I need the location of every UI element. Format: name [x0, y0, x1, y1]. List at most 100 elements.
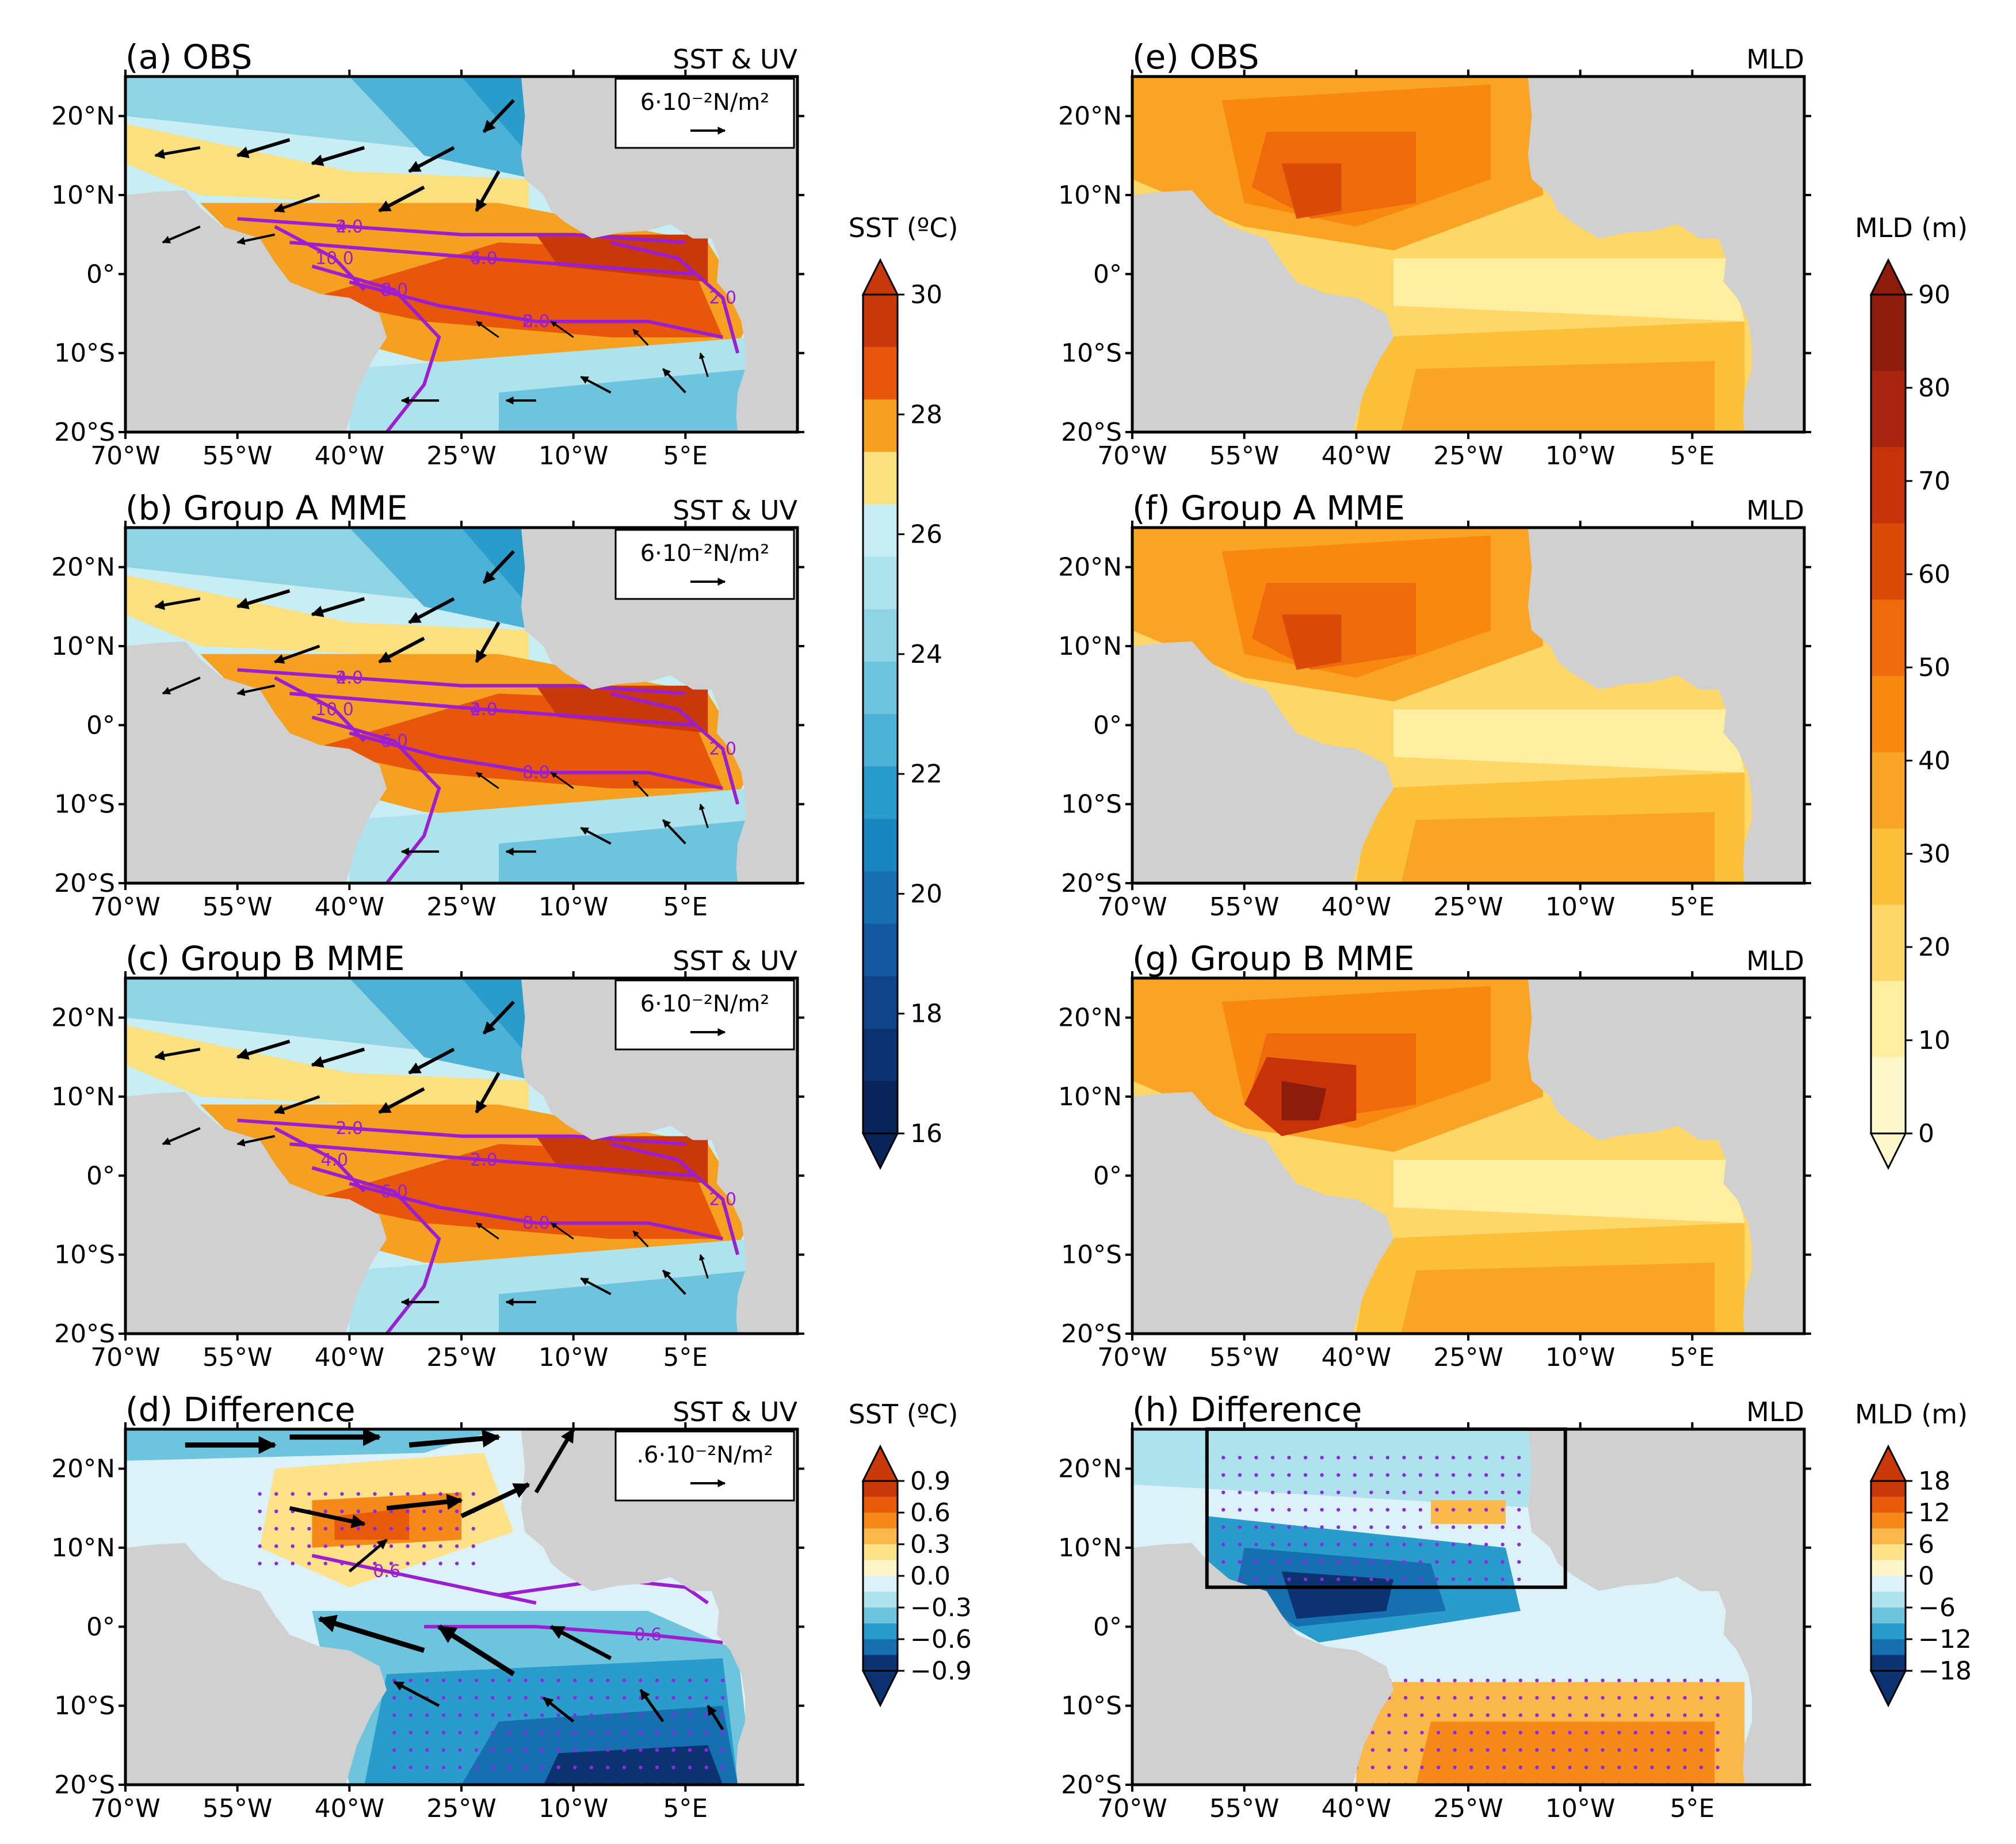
lon-tick-label: 10°W	[1545, 1794, 1616, 1823]
wind-vectors-d	[185, 1427, 724, 1731]
colorbar-segment	[1871, 1608, 1906, 1624]
lat-tick-label: 0°	[86, 711, 115, 740]
colorbar-segment	[1871, 1576, 1906, 1593]
contour-label: 6.0	[470, 249, 498, 269]
lon-tick-label: 10°W	[539, 1794, 609, 1823]
colorbar-segment	[863, 1528, 898, 1545]
colorbar-segment	[863, 819, 898, 872]
contour-label: 4.0	[321, 1150, 349, 1170]
wind-vector	[580, 1277, 612, 1296]
colorbar-segment	[1871, 752, 1906, 829]
lat-tick-label: 10°N	[51, 1533, 115, 1563]
wind-vector	[662, 1269, 686, 1295]
contour-labels-d: 0.6 0.6	[373, 1562, 662, 1645]
wind-vector	[154, 146, 201, 159]
lon-tick-label: 40°W	[315, 441, 385, 471]
wind-vector	[236, 233, 276, 245]
lat-tick-label: 10°S	[1061, 1240, 1122, 1270]
lon-tick-label: 40°W	[315, 1343, 385, 1372]
colorbars-layer: 30 28 26 24 22 20 18 16 SST (ºC) 0.90.60.3 0.0−0.3…	[849, 212, 1972, 1708]
colorbar-segment	[863, 1591, 898, 1608]
colorbar-tick-label: 30	[910, 280, 942, 310]
lat-tick-label: 20°N	[51, 1003, 115, 1033]
lat-tick-label: 20°N	[1058, 102, 1122, 131]
lon-tick-label: 40°W	[315, 1794, 385, 1823]
colorbar-segment	[863, 1576, 898, 1593]
lat-tick-label: 0°	[86, 1612, 115, 1641]
contour-label: 10.0	[315, 700, 354, 720]
lat-tick-label: 20°S	[1061, 1319, 1122, 1349]
colorbar-segment	[863, 1655, 898, 1671]
contour-label: 2.0	[335, 668, 363, 688]
wind-vector	[580, 827, 612, 845]
reference-vector-box	[614, 1430, 795, 1502]
panel-d: 0.6 0.6 (d) Difference SST & UV .6·10⁻²N/m² 2…	[51, 1390, 804, 1823]
wind-vector	[318, 1614, 425, 1653]
lat-tick-label: 10°S	[1061, 339, 1122, 368]
panel-variable: SST & UV	[673, 945, 797, 976]
lon-tick-label: 70°W	[90, 1343, 161, 1372]
colorbar-label: SST (ºC)	[849, 1399, 959, 1430]
colorbar-segment	[863, 1544, 898, 1561]
colorbar-tick-label: 40	[1918, 746, 1950, 776]
colorbar-segment	[1871, 675, 1906, 753]
colorbar-tick-label: 12	[1918, 1498, 1950, 1528]
lat-tick-label: 10°N	[1058, 1082, 1122, 1112]
panel-variable: SST & UV	[673, 1396, 797, 1427]
colorbar-segment	[1871, 1623, 1906, 1640]
wind-vector	[476, 772, 499, 789]
lon-tick-label: 5°E	[1670, 892, 1715, 922]
wind-vectors-b	[154, 550, 709, 856]
wind-vector	[475, 170, 501, 212]
wind-vector	[162, 677, 201, 695]
contour-label: 2.0	[470, 1150, 498, 1170]
lon-tick-label: 5°E	[1670, 441, 1715, 471]
contour-labels-b: 2.04.06.08.010.02.04.02.06.0	[315, 668, 736, 783]
wind-vector	[162, 1127, 201, 1146]
colorbar-tick-label: 0	[1918, 1562, 1934, 1591]
colorbar-tick-label: 60	[1918, 560, 1950, 589]
contour-label: 10.0	[315, 249, 354, 269]
colorbar-segment	[863, 1623, 898, 1640]
colorbar-tick-label: 0.6	[910, 1498, 950, 1528]
reference-vector-label: .6·10⁻²N/m²	[636, 1442, 773, 1468]
lat-tick-label: 0°	[86, 259, 115, 289]
colorbar-segment	[863, 556, 898, 610]
colorbar-segment	[863, 399, 898, 453]
contour-label: 6.0	[380, 280, 408, 300]
colorbar-segment	[863, 1560, 898, 1576]
field-f	[1132, 528, 1752, 883]
colorbar-tick-label: 0.3	[910, 1530, 950, 1559]
lon-tick-label: 25°W	[1433, 441, 1503, 471]
lat-tick-label: 10°S	[1061, 1692, 1122, 1721]
lon-tick-label: 70°W	[1097, 1794, 1167, 1823]
lat-tick-label: 20°S	[54, 1770, 115, 1800]
panel-variable: SST & UV	[673, 44, 797, 75]
wind-vector	[311, 1047, 365, 1068]
colorbar-segment	[1871, 1655, 1906, 1671]
wind-vector	[662, 368, 686, 394]
lon-tick-label: 40°W	[1322, 1343, 1392, 1372]
lat-tick-label: 0°	[1093, 711, 1122, 740]
wind-vector	[482, 1001, 515, 1035]
colorbar-tick-label: 30	[1918, 839, 1950, 869]
colorbar-segment	[863, 1513, 898, 1529]
colorbar-segment	[1871, 1481, 1906, 1498]
wind-vector	[437, 1624, 516, 1677]
colorbar-tick-label: 50	[1918, 653, 1950, 682]
wind-vector	[162, 226, 201, 244]
colorbar-segment	[1871, 295, 1906, 372]
colorbar-segment	[863, 766, 898, 819]
panels-layer: 2.04.06.08.010.02.04.06.08.02.0(a) OBS SS…	[51, 37, 1811, 1823]
wind-vector	[311, 597, 365, 617]
lat-tick-label: 10°S	[54, 1692, 115, 1721]
wind-vector	[236, 684, 276, 696]
contour-label: 2.0	[470, 700, 498, 720]
lat-tick-label: 0°	[86, 1161, 115, 1190]
lat-tick-label: 10°N	[51, 1082, 115, 1112]
colorbar-tick-label: 22	[910, 759, 942, 789]
contour-label: 2.0	[709, 739, 736, 759]
panel-title: (c) Group B MME	[125, 939, 405, 978]
lon-tick-label: 5°E	[663, 1794, 708, 1823]
